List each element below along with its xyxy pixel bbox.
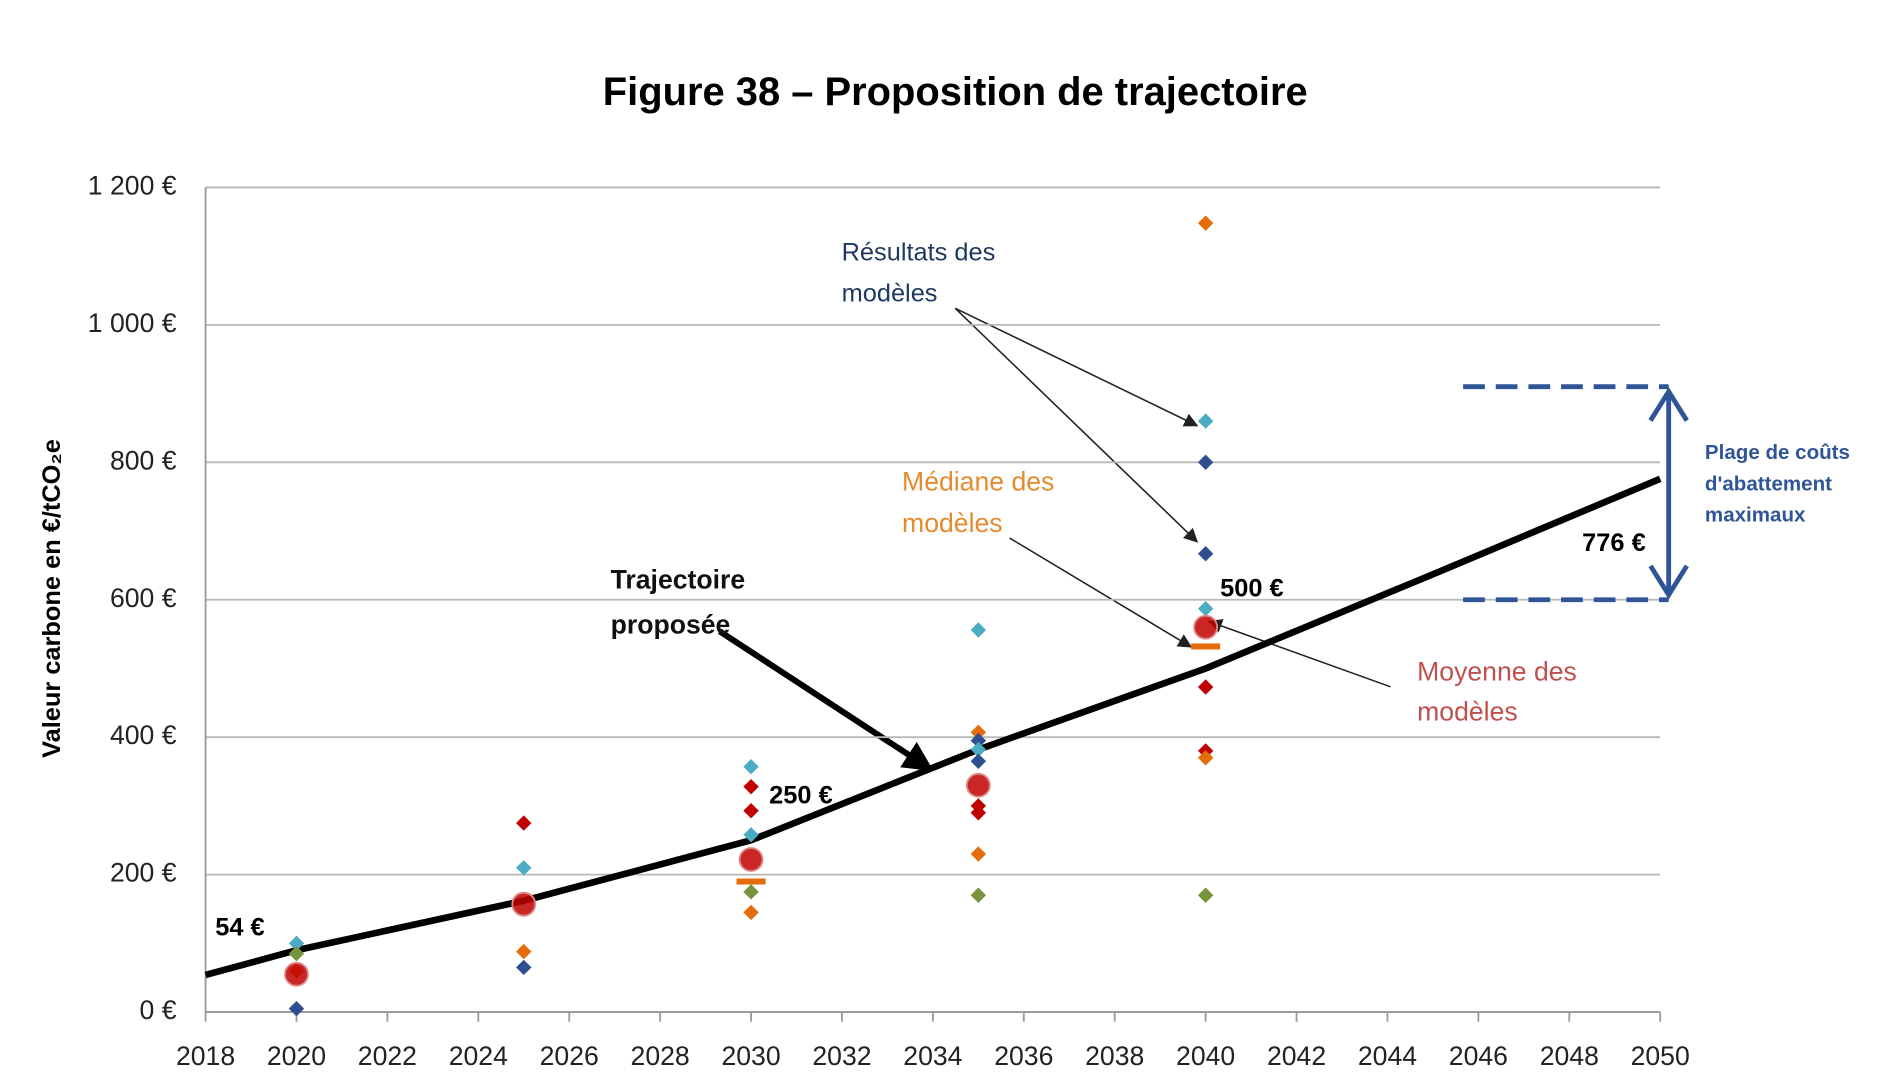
x-tick-label: 2042 — [1267, 1041, 1326, 1071]
model-point — [970, 887, 987, 903]
trajectory-line — [204, 475, 1662, 979]
median-mark — [736, 878, 766, 885]
x-tick-label: 2028 — [631, 1041, 690, 1071]
x-tick-label: 2026 — [540, 1041, 599, 1071]
annotation: maximaux — [1705, 504, 1806, 527]
arrow — [954, 307, 1199, 543]
mean-mark — [965, 772, 991, 798]
arrow — [717, 628, 934, 772]
annotation-arrows — [717, 307, 1391, 772]
y-tick-label: 400 € — [110, 720, 177, 750]
arrow — [1009, 537, 1193, 648]
model-point — [288, 1000, 305, 1017]
annotation: proposée — [611, 609, 731, 639]
x-tick-label: 2022 — [358, 1041, 417, 1071]
model-point — [743, 904, 759, 921]
mean-mark — [511, 891, 537, 917]
annotation: Trajectoire — [611, 565, 746, 595]
x-tick-label: 2034 — [903, 1041, 962, 1071]
annotation: d'abattement — [1705, 472, 1832, 495]
annotation: Plage de coûts — [1705, 441, 1850, 464]
arrow-head — [1648, 564, 1689, 600]
x-tick-label: 2040 — [1176, 1041, 1235, 1071]
model-point — [1197, 454, 1214, 471]
data-label: 776 € — [1582, 529, 1646, 557]
x-tick-label: 2032 — [812, 1041, 871, 1071]
x-tick-label: 2024 — [449, 1041, 508, 1071]
x-tick-label: 2050 — [1631, 1041, 1690, 1071]
y-tick-label: 800 € — [110, 445, 177, 475]
arrow — [954, 307, 1199, 427]
median-mark — [1191, 643, 1221, 650]
mean-mark — [284, 961, 309, 987]
y-tick-label: 200 € — [110, 858, 177, 888]
model-point — [743, 759, 759, 775]
model-point — [516, 959, 532, 976]
model-point — [970, 753, 987, 769]
arrow — [1207, 619, 1391, 688]
model-point — [1197, 679, 1214, 695]
model-point — [970, 805, 987, 821]
model-point — [743, 827, 759, 843]
mean-mark — [738, 847, 764, 872]
data-label: 500 € — [1220, 575, 1284, 603]
x-tick-label: 2036 — [994, 1041, 1053, 1071]
arrow-head — [1648, 386, 1689, 422]
y-tick-label: 1 000 € — [88, 308, 177, 338]
model-point — [1197, 215, 1214, 231]
y-tick-label: 600 € — [110, 583, 177, 613]
annotation: modèles — [842, 280, 938, 308]
model-point — [516, 860, 532, 876]
x-tick-label: 2046 — [1449, 1041, 1508, 1071]
model-point — [1197, 413, 1214, 429]
annotation: Moyenne des — [1417, 657, 1577, 687]
x-tick-label: 2018 — [176, 1041, 235, 1071]
annotation: Médiane des — [902, 467, 1054, 497]
model-point — [970, 846, 987, 862]
x-tick-label: 2048 — [1540, 1041, 1599, 1071]
model-point — [1197, 546, 1214, 562]
chart-title: Figure 38 – Proposition de trajectoire — [603, 70, 1308, 114]
model-point — [970, 622, 987, 638]
model-point — [743, 803, 759, 819]
y-axis-label: Valeur carbone en €/tCO₂e — [38, 439, 66, 758]
y-tick-label: 0 € — [140, 995, 177, 1025]
mean-mark — [1193, 614, 1219, 640]
x-tick-label: 2020 — [267, 1041, 326, 1071]
model-point — [743, 884, 759, 900]
model-point — [1197, 600, 1214, 617]
annotation: modèles — [1417, 696, 1518, 726]
x-tick-label: 2044 — [1358, 1041, 1417, 1071]
x-tick-label: 2030 — [721, 1041, 780, 1071]
y-tick-label: 1 200 € — [88, 170, 177, 200]
annotation: Résultats des — [842, 239, 996, 267]
model-point — [1197, 750, 1214, 766]
model-point — [516, 815, 532, 831]
data-label: 54 € — [215, 914, 264, 942]
data-label: 250 € — [769, 781, 833, 809]
model-point — [743, 778, 759, 795]
annotation: modèles — [902, 508, 1003, 538]
model-point — [516, 943, 532, 960]
x-tick-label: 2038 — [1085, 1041, 1144, 1071]
model-point — [1197, 887, 1214, 903]
